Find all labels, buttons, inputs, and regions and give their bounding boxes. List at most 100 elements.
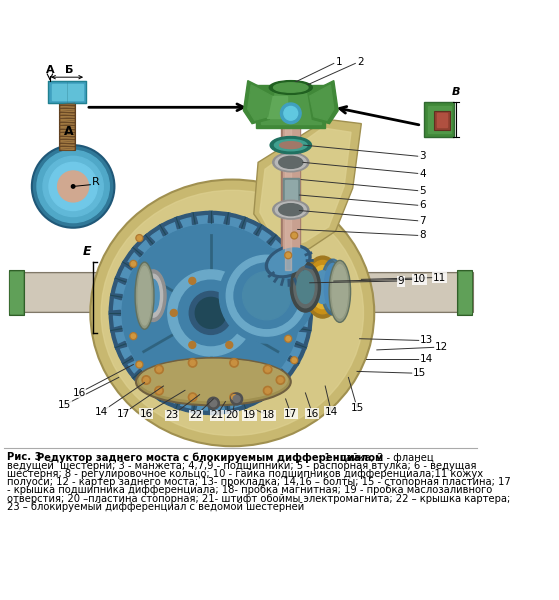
Bar [10,274,158,310]
Ellipse shape [280,142,302,149]
Circle shape [178,280,244,346]
Text: Рис. 3: Рис. 3 [7,452,41,462]
Ellipse shape [270,137,311,154]
Text: 3: 3 [419,151,425,161]
Ellipse shape [135,262,154,329]
Polygon shape [267,380,277,392]
Ellipse shape [269,248,307,275]
Ellipse shape [101,190,363,436]
Bar [437,113,447,127]
Ellipse shape [275,202,306,217]
Text: В: В [452,87,460,97]
Bar [61,105,73,149]
Text: 22: 22 [190,410,203,420]
Polygon shape [288,356,300,365]
Text: 10: 10 [413,274,426,284]
Ellipse shape [275,155,306,170]
Circle shape [168,270,254,356]
Circle shape [210,400,217,407]
Text: 18: 18 [262,410,275,420]
Polygon shape [248,85,272,120]
Ellipse shape [290,262,320,312]
Text: - крышка подшипника дифференциала; 18- пробка магнитная; 19 - пробка маслозаливн: - крышка подшипника дифференциала; 18- п… [7,485,492,496]
Polygon shape [224,212,230,224]
Circle shape [230,393,238,401]
Polygon shape [295,341,307,349]
Ellipse shape [329,260,350,322]
Ellipse shape [297,271,314,304]
Circle shape [190,395,195,400]
Circle shape [226,255,307,336]
Circle shape [276,376,285,385]
Circle shape [157,388,162,393]
Polygon shape [144,380,155,392]
Polygon shape [208,211,214,223]
Bar [257,85,325,128]
Text: 14: 14 [325,407,338,417]
Bar [267,96,287,118]
Circle shape [136,361,143,368]
Circle shape [278,377,283,383]
Text: 15: 15 [58,400,71,410]
Polygon shape [278,247,290,257]
Ellipse shape [136,358,291,406]
Polygon shape [278,369,290,379]
Circle shape [263,386,272,395]
Ellipse shape [304,256,342,318]
Polygon shape [159,390,168,401]
Circle shape [219,248,314,343]
Circle shape [292,233,296,238]
Polygon shape [310,85,334,120]
Circle shape [231,360,236,365]
Polygon shape [299,294,311,300]
Text: 17: 17 [284,409,297,419]
Text: 15: 15 [350,403,364,413]
Text: отверстия; 20 –пластина стопорная; 21- штифт обоймы электромагнита; 22 – крышка : отверстия; 20 –пластина стопорная; 21- ш… [7,494,510,503]
Polygon shape [132,369,143,379]
Circle shape [230,359,238,367]
Text: 23 – блокируемый дифференциал с ведомой шестерней: 23 – блокируемый дифференциал с ведомой … [7,502,304,512]
Circle shape [144,377,149,383]
Circle shape [157,367,162,372]
Ellipse shape [147,280,159,312]
Circle shape [292,358,296,362]
Circle shape [189,277,196,284]
Circle shape [137,362,141,367]
Circle shape [190,360,195,365]
Polygon shape [109,310,120,316]
Ellipse shape [139,359,287,401]
Polygon shape [288,261,300,270]
Circle shape [109,211,312,415]
Polygon shape [122,356,134,365]
Polygon shape [254,119,361,257]
Ellipse shape [269,80,312,94]
Circle shape [58,171,89,202]
Text: Е: Е [83,245,91,258]
Circle shape [291,232,298,239]
Text: полуоси; 12 - картер заднего моста; 13- прокладка; 14,16 – болты; 15 - стопорная: полуоси; 12 - картер заднего моста; 13- … [7,477,510,487]
Ellipse shape [273,83,308,92]
Polygon shape [111,326,122,332]
Ellipse shape [274,140,307,151]
Text: 12: 12 [434,343,448,352]
Text: шестерня; 8 - регулировочное кольцо; 10 - гайка подшипников дифференциала;11 кож: шестерня; 8 - регулировочное кольцо; 10 … [7,469,483,479]
Circle shape [72,185,75,188]
Bar [457,270,472,314]
Circle shape [136,235,143,241]
Circle shape [230,393,243,405]
Bar [260,91,321,124]
Circle shape [188,359,197,367]
Text: А: А [64,125,74,138]
Circle shape [226,341,233,349]
Circle shape [233,395,240,403]
Text: 9: 9 [397,276,404,286]
Bar [8,270,24,314]
Ellipse shape [324,263,342,311]
Circle shape [189,341,196,349]
Polygon shape [208,403,214,415]
Circle shape [284,106,298,120]
Circle shape [113,215,308,410]
Circle shape [207,397,219,409]
Circle shape [286,337,290,341]
Text: 16: 16 [73,388,86,398]
